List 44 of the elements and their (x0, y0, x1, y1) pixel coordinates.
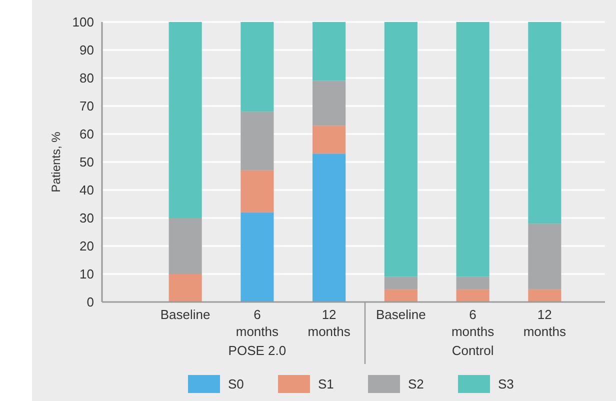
y-axis-title: Patients, % (49, 131, 63, 192)
bar (312, 126, 346, 154)
bar (168, 22, 202, 218)
text: POSE 2.0 (228, 343, 286, 358)
y-tick-label: 30 (80, 210, 94, 226)
y-tick-label: 80 (80, 70, 94, 86)
y-tick-label: 70 (80, 98, 94, 114)
bar (384, 289, 418, 302)
bar (240, 112, 274, 170)
bar (528, 224, 562, 290)
bar (312, 80, 346, 126)
bar (240, 170, 274, 212)
x-tick-label: Baseline (160, 307, 210, 322)
text: Control (452, 343, 494, 358)
bar (528, 289, 562, 302)
bar (456, 276, 490, 290)
y-tick-label: 90 (80, 42, 94, 58)
bar (312, 154, 346, 302)
y-tick-label: 50 (80, 154, 94, 170)
y-tick-label: 20 (80, 238, 94, 254)
y-tick-label: 60 (80, 126, 94, 142)
legend-label: S2 (408, 376, 424, 392)
bar (168, 218, 202, 274)
x-tick-label: 12 months (523, 307, 566, 339)
x-tick-label: 12 months (308, 307, 351, 339)
y-tick-label: 0 (86, 294, 94, 310)
bar (456, 22, 490, 277)
legend-label: S3 (498, 376, 514, 392)
bar (456, 289, 490, 302)
legend-label: S1 (318, 376, 334, 392)
x-tick-label: 6 months (236, 307, 280, 339)
y-tick-label: 10 (80, 266, 94, 282)
y-tick-label: 40 (80, 182, 94, 198)
bar (384, 276, 418, 290)
y-tick-label: 100 (72, 14, 94, 30)
x-tick-label: Baseline (376, 307, 426, 322)
bar (240, 212, 274, 302)
bar (528, 22, 562, 224)
bar (240, 22, 274, 112)
legend-label: S0 (228, 376, 244, 392)
bar (168, 274, 202, 302)
bar (312, 22, 346, 81)
bar (384, 22, 418, 277)
x-tick-label: 6 months (451, 307, 495, 339)
